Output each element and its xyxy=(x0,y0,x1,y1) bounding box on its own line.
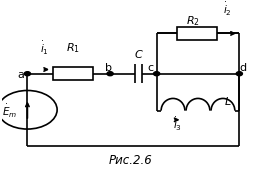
Text: $\dot{i}_2$: $\dot{i}_2$ xyxy=(223,1,232,18)
Circle shape xyxy=(24,72,30,76)
Text: $C$: $C$ xyxy=(134,48,144,60)
Text: a: a xyxy=(17,70,24,80)
Text: $R_1$: $R_1$ xyxy=(66,41,80,55)
Text: $L$: $L$ xyxy=(224,95,231,107)
Text: b: b xyxy=(105,63,112,73)
Text: $\dot{i}_3$: $\dot{i}_3$ xyxy=(173,116,182,133)
Text: $R_2$: $R_2$ xyxy=(186,14,200,28)
Text: c: c xyxy=(147,63,153,73)
Text: d: d xyxy=(240,63,247,73)
Circle shape xyxy=(107,72,113,76)
Circle shape xyxy=(153,72,160,76)
Text: $\dot{E}_m$: $\dot{E}_m$ xyxy=(2,103,17,120)
FancyBboxPatch shape xyxy=(177,27,217,40)
Text: $\dot{i}_1$: $\dot{i}_1$ xyxy=(40,40,49,57)
Text: Рис.2.6: Рис.2.6 xyxy=(109,154,153,167)
FancyBboxPatch shape xyxy=(53,67,93,80)
Circle shape xyxy=(236,72,242,76)
